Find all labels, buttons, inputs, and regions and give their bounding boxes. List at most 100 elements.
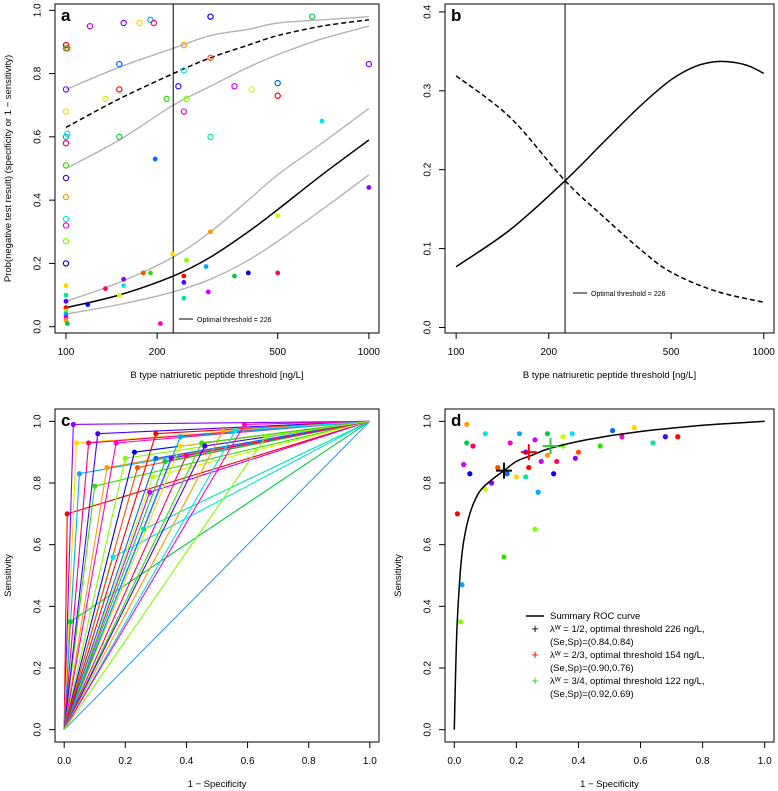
d-optimal-threshold-marker-3 [542,438,559,454]
c-study-point [168,455,174,461]
a-specificity-point [62,139,70,147]
d-study-point [457,619,464,625]
b-y-tick-label: 0.2 [423,162,434,176]
d-x-axis-label: 1 − Specificity [580,779,639,790]
c-x-tick-label: 0.6 [241,756,255,767]
d-study-point [523,474,529,480]
a-sensitivity-point [184,257,189,263]
c-y-tick-label: 0.8 [33,476,44,490]
d-y-axis-label: Sensitivity [393,554,404,597]
d-legend: Summary ROC curve + λᵂ = 1/2, optimal thre… [526,611,705,700]
c-study-point [147,489,153,495]
a-specificity-point [180,41,188,49]
d-x-tick-label: 0.2 [509,756,523,767]
a-specificity-point [150,19,158,27]
a-specificity-point [207,54,214,61]
a-sensitivity-point [140,270,146,276]
a-specificity-point [62,162,70,169]
d-x-tick-label: 0.8 [696,756,710,767]
a-specificity-point [207,13,214,20]
d-optimal-threshold-marker-2 [520,444,537,461]
a-specificity-point [62,133,70,141]
d-legend-label: λᵂ = 1/2, optimal threshold 226 ng/L, [550,624,705,635]
c-study-point [113,440,119,446]
b-legend-text: Optimal threshold = 226 [591,291,666,298]
a-sensitivity-point [152,156,158,162]
a-specificity-point [136,19,143,27]
d-legend-sublabel: (Se,Sp)=(0.84,0.84) [550,637,634,648]
d-study-point [459,582,465,588]
c-study-point [202,443,208,449]
d-study-point [516,431,523,437]
c-study-point [134,464,141,471]
a-y-axis-label: Prob(negative test result) (specificity … [3,55,14,282]
b-y-tick-label: 0.4 [423,5,434,19]
c-study-point [76,471,83,477]
d-study-point [650,440,656,446]
a-sensitivity-point [275,213,281,219]
a-specificity-point [62,193,70,201]
c-x-tick-label: 0.8 [302,756,316,767]
a-x-axis-label: B type natriuretic peptide threshold [ng… [130,370,303,381]
panel-c: 0.0 0.2 0.4 0.6 0.8 1.0 0.0 0.2 0.4 0.6 0.8 1.0 1 − … [3,408,380,790]
a-sensitivity-point [158,321,163,326]
d-x-tick-label: 1.0 [758,756,772,767]
a-specificity-point [231,83,238,90]
d-study-point [597,443,603,449]
panel-a: Optimal threshold = 226 100 200 500 1000 0.0 0… [3,3,380,381]
d-legend-label: λᵂ = 2/3, optimal threshold 154 ng/L, [550,650,705,661]
a-sensitivity-point [181,295,187,301]
c-study-point [104,464,110,471]
a-specificity-point [62,174,70,182]
a-legend-text: Optimal threshold = 226 [197,317,272,324]
panel-d: Summary ROC curve + λᵂ = 1/2, optimal thre… [393,408,775,790]
d-y-tick-label: 0.4 [423,599,434,613]
a-specificity-point [62,108,70,115]
a-specificity-point [183,95,190,103]
a-plot-frame [54,3,380,334]
d-panel-letter: d [451,411,461,430]
c-study-point [70,421,76,428]
c-plot-area [63,420,371,731]
c-study-point [110,554,116,560]
c-x-tick-label: 0.2 [118,756,132,767]
a-specificity-point [116,60,123,68]
a-specificity-point [62,222,70,229]
d-study-point [619,434,625,440]
c-study-point [95,431,101,437]
d-legend-label: λᵂ = 3/4, optimal threshold 122 ng/L, [550,676,705,687]
c-study-point [67,619,73,625]
d-study-point [532,526,538,532]
a-sensitivity-curve [65,139,370,309]
d-y-tick-label: 1.0 [423,414,434,428]
d-study-point [482,486,488,492]
d-optimal-threshold-marker-1 [495,462,512,479]
c-diagonal-line [63,420,371,731]
d-legend-symbol: + [531,647,539,662]
b-x-tick-label: 200 [540,347,557,358]
c-y-tick-label: 0.4 [33,599,44,613]
a-confidence-band-specificity-upper [65,16,369,91]
d-study-point [544,431,551,437]
d-study-point [513,474,519,480]
a-specificity-point [62,215,70,223]
d-study-point [467,471,473,477]
d-study-point [572,455,578,461]
d-y-tick-label: 0.0 [423,722,434,736]
c-study-point [73,440,79,446]
d-x-tick-label: 0.4 [572,756,586,767]
c-study-point [232,427,238,434]
a-specificity-point [62,238,70,245]
c-y-axis-label: Sensitivity [3,554,14,597]
c-x-tick-label: 1.0 [363,756,377,767]
d-summary-roc-curve [453,420,765,730]
c-study-point [241,421,248,428]
a-y-tick-label: 1.0 [33,3,44,17]
a-sensitivity-point [148,270,153,276]
a-specificity-point [62,41,70,49]
a-specificity-point [102,95,109,103]
d-study-point [675,434,681,440]
b-x-tick-label: 1000 [753,347,776,358]
a-specificity-point [116,133,123,141]
